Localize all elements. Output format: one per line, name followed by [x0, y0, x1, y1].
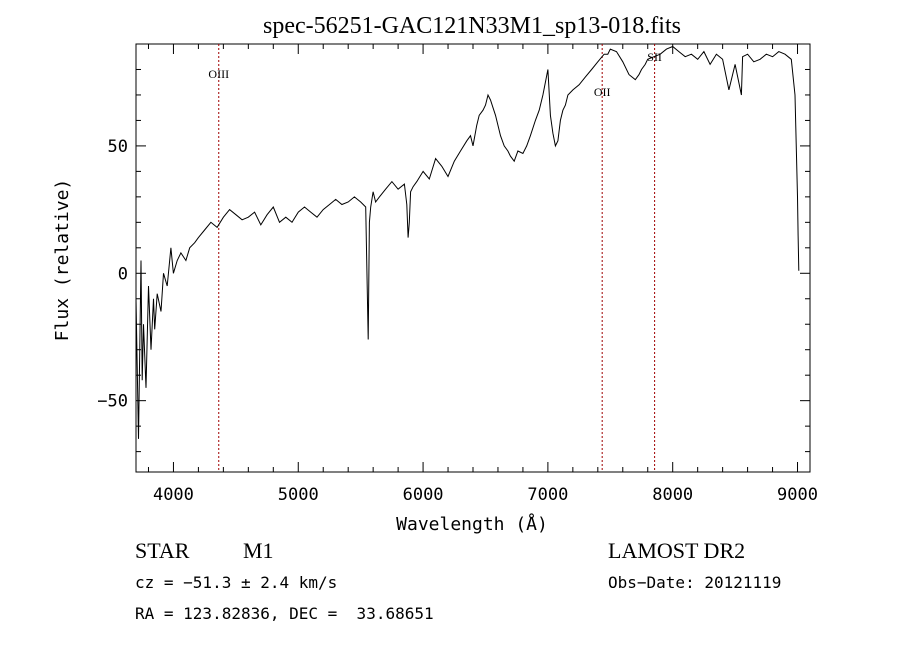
y-tick-label: 0 [118, 264, 128, 284]
emission-line-label: SII [647, 50, 662, 64]
chart-title: spec-56251-GAC121N33M1_sp13-018.fits [263, 13, 681, 39]
survey-label: LAMOST DR2 [608, 538, 746, 563]
x-tick-label: 6000 [403, 485, 444, 505]
x-tick-label: 9000 [777, 485, 818, 505]
emission-lines: OIII OII SII [208, 44, 662, 472]
redshift-velocity: cz = −51.3 ± 2.4 km/s [135, 573, 338, 592]
emission-line-label: OIII [208, 67, 229, 81]
coordinates: RA = 123.82836, DEC = 33.68651 [135, 604, 434, 623]
x-tick-label: 4000 [153, 485, 194, 505]
y-tick-label: −50 [97, 392, 128, 412]
plot-frame [135, 43, 811, 473]
y-axis-ticks: 50 0 −50 [97, 68, 810, 453]
x-tick-label: 5000 [278, 485, 319, 505]
x-axis-label: Wavelength (Å) [396, 513, 548, 535]
x-tick-label: 8000 [652, 485, 693, 505]
object-type: STAR [135, 538, 190, 563]
y-axis-label: Flux (relative) [52, 179, 73, 342]
spectrum-series-line [135, 45, 800, 439]
x-tick-label: 7000 [527, 485, 568, 505]
y-tick-label: 50 [108, 137, 128, 157]
object-subclass: M1 [243, 538, 274, 563]
observation-date: Obs−Date: 20121119 [608, 573, 782, 592]
emission-line-label: OII [594, 85, 611, 99]
x-axis-ticks: 4000 5000 6000 7000 8000 9000 [147, 44, 818, 505]
